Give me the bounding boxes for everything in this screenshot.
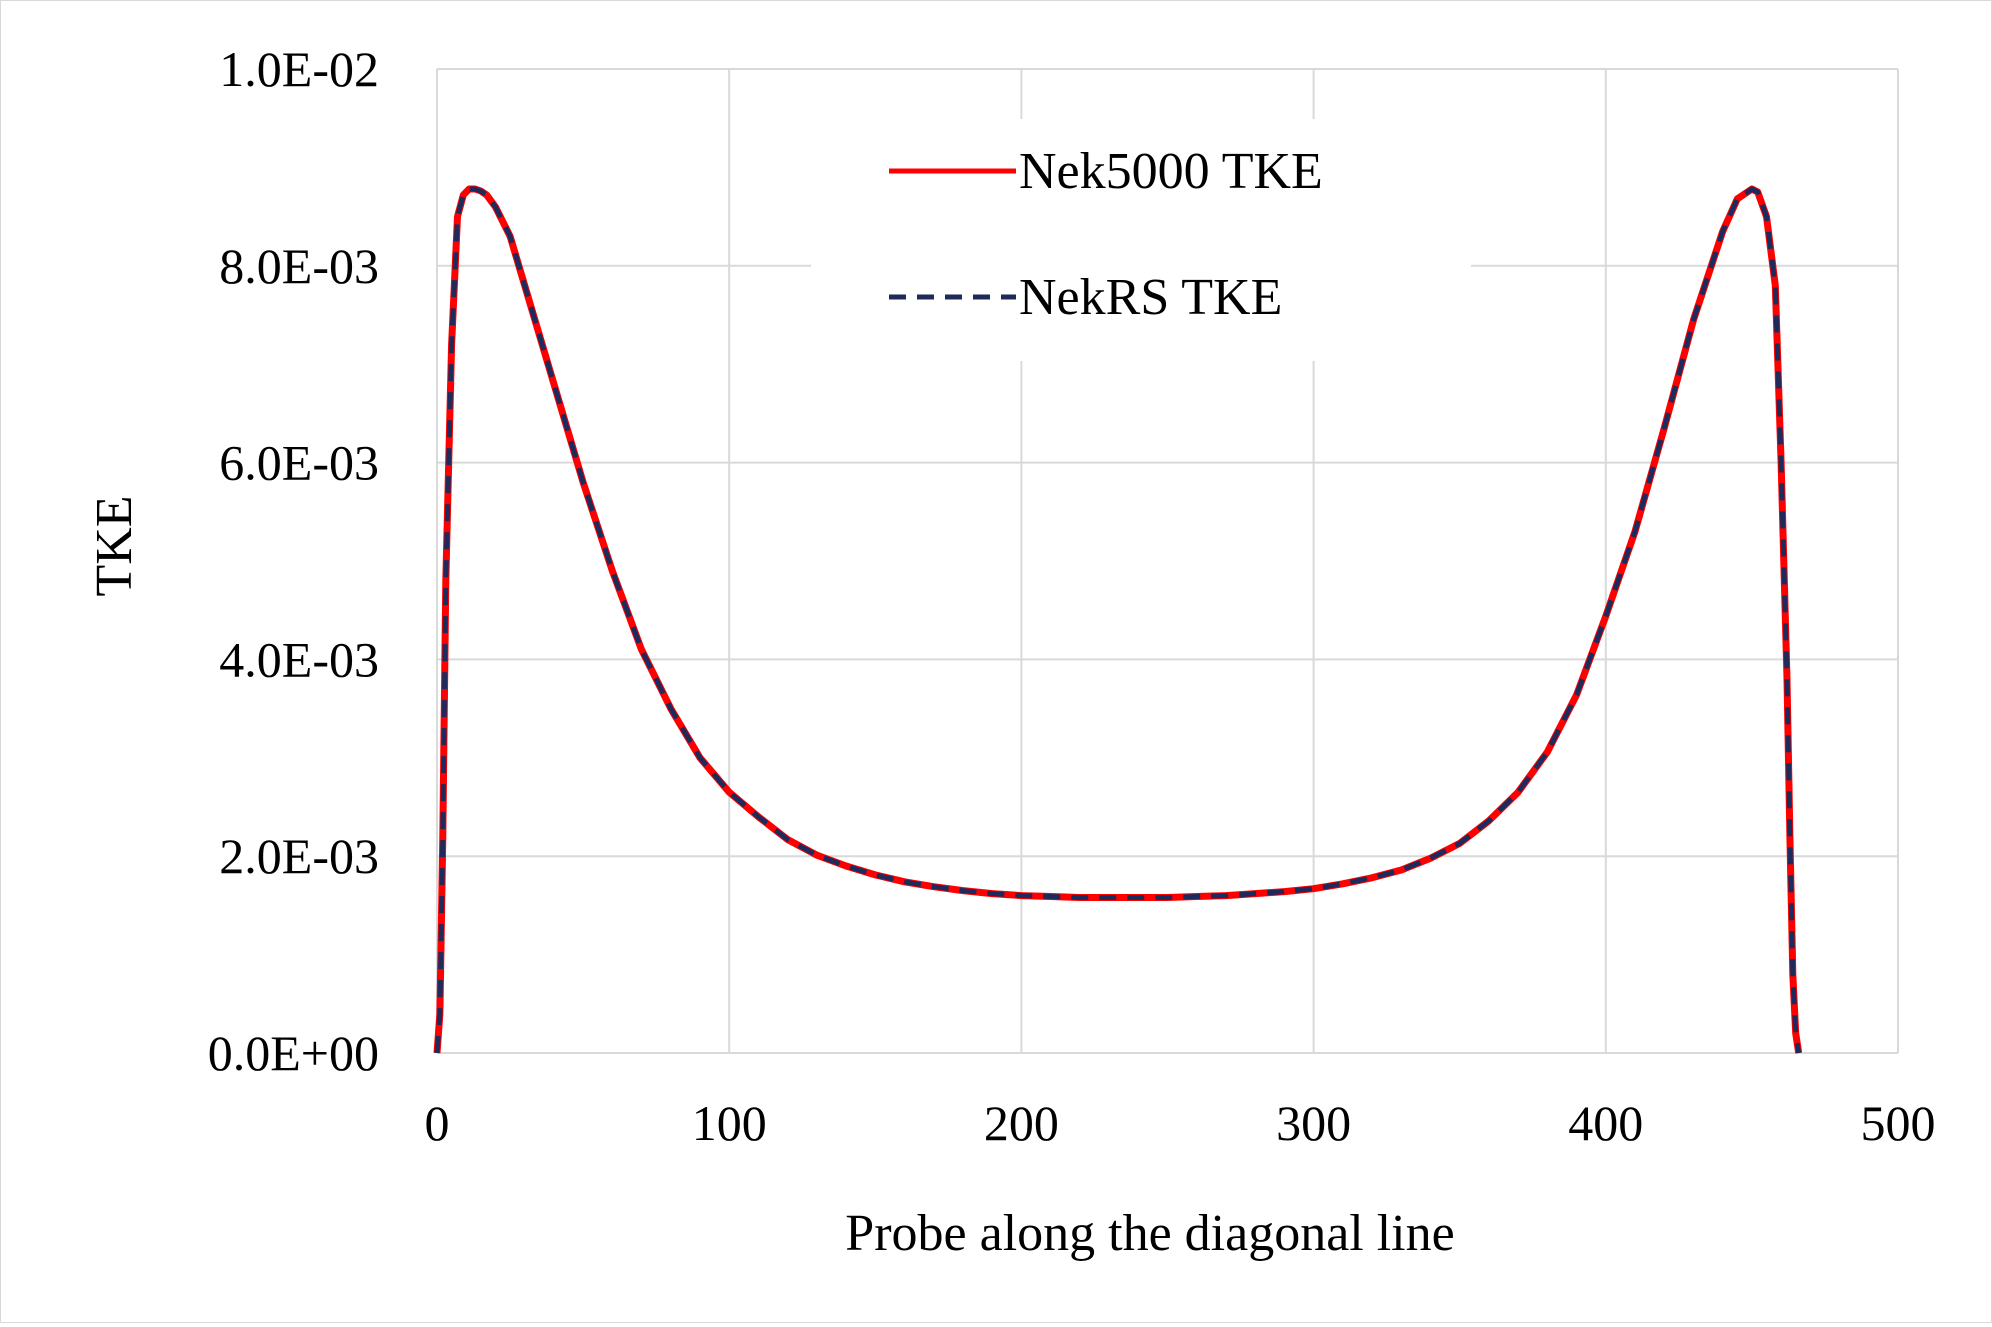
x-axis-title: Probe along the diagonal line [845,1205,1454,1262]
x-tick-label: 0 [425,1095,450,1151]
y-axis-title: TKE [86,495,143,596]
legend-label-nek5000: Nek5000 TKE [1019,143,1323,200]
y-tick-label: 4.0E-03 [219,631,379,687]
y-tick-label: 6.0E-03 [219,435,379,491]
series-line-nekrs-tke [434,186,1802,1054]
x-tick-label: 200 [984,1095,1059,1151]
tick-labels: 0 100 200 300 400 500 0.0E+00 2.0E-03 4.0E-03 6.0… [208,41,1936,1151]
y-tick-label: 8.0E-03 [219,238,379,294]
legend-label-nekrs: NekRS TKE [1019,269,1282,326]
x-tick-label: 400 [1568,1095,1643,1151]
x-tick-label: 300 [1276,1095,1351,1151]
y-tick-label: 0.0E+00 [208,1025,379,1081]
y-tick-label: 2.0E-03 [219,828,379,884]
x-tick-label: 500 [1861,1095,1936,1151]
series-lines [433,185,1803,1054]
legend: Nek5000 TKE NekRS TKE [811,119,1471,361]
legend-background [811,119,1471,361]
x-tick-label: 100 [692,1095,767,1151]
y-tick-label: 1.0E-02 [219,41,379,97]
